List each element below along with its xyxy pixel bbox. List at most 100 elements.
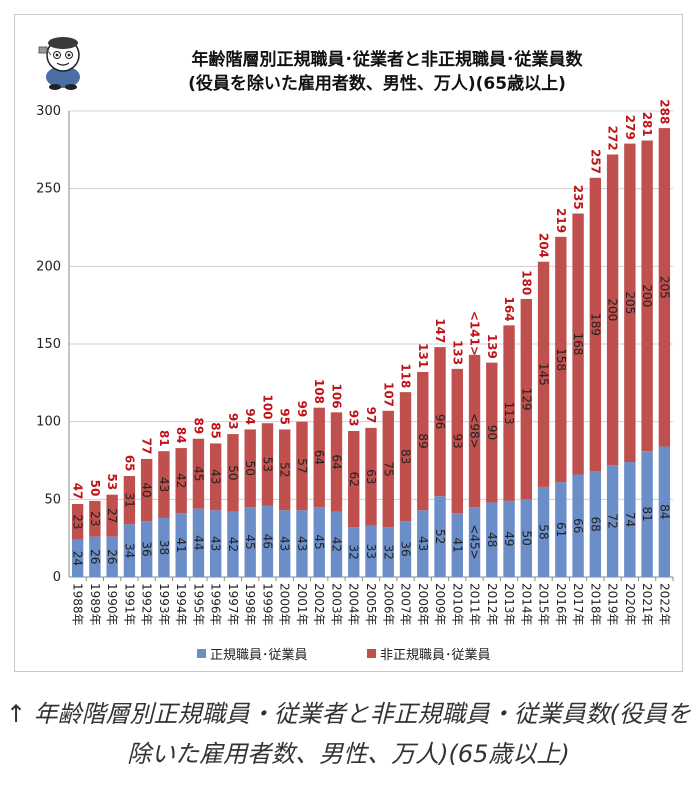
y-tick-label: 150 <box>36 337 61 352</box>
data-label-total: 257 <box>588 149 602 174</box>
data-label-total: 100 <box>260 394 274 419</box>
data-label-total: 180 <box>519 270 533 295</box>
y-axis: 0 50 100 150 200 250 300 <box>36 104 70 585</box>
data-label-regular: 48 <box>485 532 499 547</box>
bar-nonregular <box>658 128 671 447</box>
bar-regular <box>399 521 412 577</box>
data-label-total: 147 <box>433 318 447 343</box>
x-tick-label: 1990年 <box>105 583 119 626</box>
data-label-nonregular: 205 <box>623 291 637 314</box>
data-label-nonregular: 145 <box>537 363 551 386</box>
data-label-nonregular: 27 <box>105 508 119 523</box>
x-tick-label: 2001年 <box>295 583 309 626</box>
data-label-nonregular: 23 <box>71 514 85 529</box>
bar-nonregular <box>140 458 153 522</box>
bar-nonregular <box>89 500 101 537</box>
data-label-total: 47 <box>71 483 85 500</box>
x-tick-label: 2012年 <box>485 583 499 626</box>
data-label-total: 204 <box>537 233 551 258</box>
bar-nonregular <box>123 476 136 525</box>
stacked-bar-chart: 年齢階層別正規職員･従業者と非正規職員･従業員数 (役員を除いた雇用者数、男性、… <box>36 37 674 663</box>
data-label-nonregular: 113 <box>502 402 516 425</box>
data-label-regular: 74 <box>623 512 637 527</box>
data-label-regular: 58 <box>537 524 551 539</box>
data-label-total: 133 <box>450 340 464 365</box>
data-label-total: 85 <box>209 422 223 439</box>
data-label-nonregular: <98> <box>468 413 482 448</box>
x-tick-label: 1995年 <box>191 583 205 626</box>
bar-nonregular <box>330 412 343 512</box>
data-label-regular: 42 <box>226 537 240 552</box>
data-label-total: <141> <box>468 311 482 356</box>
legend-label-regular: 正規職員･従業員 <box>210 647 308 663</box>
bar-regular <box>348 527 360 577</box>
bar-regular <box>106 536 118 577</box>
bar-nonregular <box>555 236 567 483</box>
data-label-regular: <45> <box>468 524 482 559</box>
data-label-nonregular: 50 <box>243 461 257 476</box>
bar-nonregular <box>537 261 550 487</box>
data-label-total: 53 <box>105 473 119 490</box>
x-tick-label: 1996年 <box>209 583 223 626</box>
bar-nonregular <box>348 430 360 528</box>
data-label-regular: 38 <box>157 540 171 555</box>
bar-regular <box>641 451 653 577</box>
bar-regular <box>158 517 170 577</box>
bar-nonregular <box>486 362 498 503</box>
data-label-nonregular: 64 <box>312 450 326 465</box>
bar-regular <box>606 465 619 577</box>
bar-nonregular <box>451 368 463 514</box>
x-tick-label: 2006年 <box>381 583 395 626</box>
bar-regular <box>140 521 153 577</box>
data-label-nonregular: 43 <box>209 469 223 484</box>
data-label-nonregular: 90 <box>485 425 499 440</box>
bar-regular <box>382 527 394 577</box>
legend-swatch-nonregular <box>367 649 376 658</box>
legend: 正規職員･従業員 非正規職員･従業員 <box>197 647 491 663</box>
x-tick-label: 1988年 <box>71 583 85 626</box>
data-label-regular: 41 <box>450 538 464 553</box>
data-label-nonregular: 96 <box>433 414 447 429</box>
data-label-nonregular: 57 <box>295 458 309 473</box>
bar-nonregular <box>244 429 256 508</box>
data-label-total: 164 <box>502 297 516 322</box>
data-label-total: 81 <box>157 430 171 447</box>
bar-nonregular <box>158 451 170 518</box>
data-label-total: 131 <box>416 343 430 368</box>
bar-regular <box>503 500 515 577</box>
data-label-nonregular: 189 <box>588 313 602 336</box>
bar-nonregular <box>382 410 394 528</box>
y-tick-label: 300 <box>36 104 61 119</box>
bar-regular <box>365 525 377 577</box>
bar-regular <box>330 511 343 577</box>
bar-regular <box>71 539 84 577</box>
x-tick-label: 1999年 <box>260 583 274 626</box>
data-label-nonregular: 52 <box>278 462 292 477</box>
data-label-total: 272 <box>606 126 620 151</box>
data-label-regular: 26 <box>88 549 102 564</box>
bar-regular <box>89 536 101 577</box>
bar-regular <box>313 507 325 577</box>
data-label-nonregular: 62 <box>347 471 361 486</box>
x-tick-label: 2020年 <box>623 583 637 626</box>
data-label-nonregular: 89 <box>416 433 430 448</box>
data-label-nonregular: 93 <box>450 433 464 448</box>
y-tick-label: 0 <box>53 570 61 585</box>
data-label-nonregular: 64 <box>329 454 343 469</box>
data-label-total: 93 <box>347 410 361 427</box>
bar-regular <box>175 513 187 577</box>
data-label-regular: 43 <box>209 536 223 551</box>
bar-nonregular <box>417 371 429 511</box>
data-label-regular: 81 <box>640 506 654 521</box>
data-label-nonregular: 75 <box>381 461 395 476</box>
bar-nonregular <box>71 503 84 540</box>
bar-nonregular <box>520 298 533 500</box>
data-label-total: 77 <box>140 438 154 455</box>
bar-regular <box>572 474 584 577</box>
data-label-nonregular: 53 <box>260 457 274 472</box>
data-label-regular: 84 <box>657 504 671 519</box>
x-tick-label: 2019年 <box>606 583 620 626</box>
data-label-total: 94 <box>243 408 257 425</box>
data-label-regular: 43 <box>416 536 430 551</box>
bar-regular <box>417 510 429 577</box>
